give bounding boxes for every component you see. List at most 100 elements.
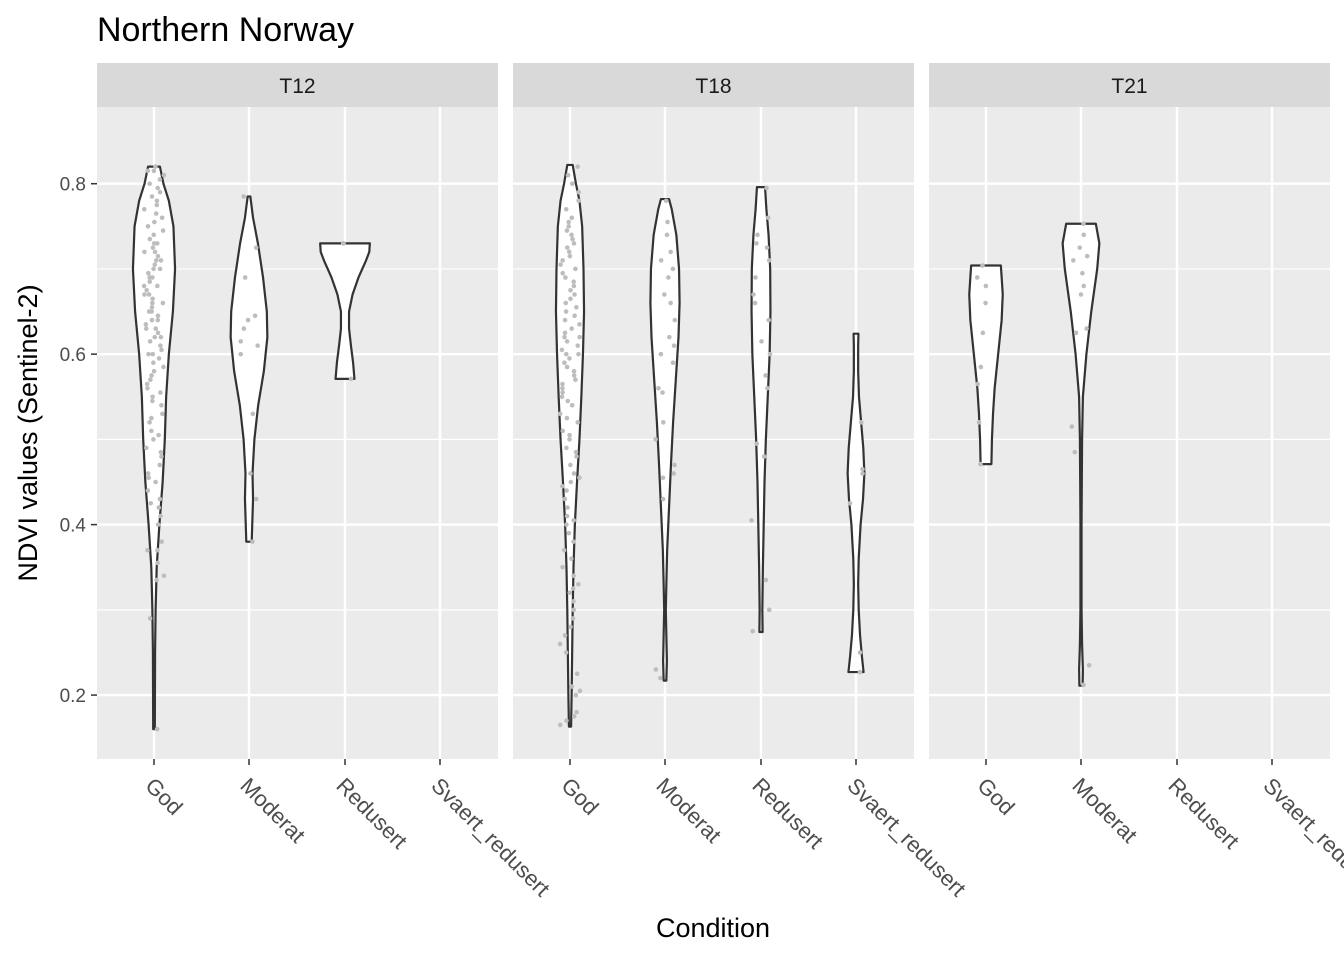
y-axis: 0.2 0.4 0.6 0.8 (60, 175, 97, 707)
data-point (563, 300, 569, 306)
data-point (563, 206, 569, 212)
data-point (250, 411, 256, 417)
violin-god (131, 165, 177, 731)
data-point (857, 669, 863, 675)
data-point (144, 287, 149, 293)
data-point (149, 317, 155, 323)
data-point (751, 292, 756, 297)
data-point (976, 420, 982, 425)
data-point (570, 586, 576, 591)
data-point (157, 189, 163, 195)
data-point (150, 351, 156, 357)
data-point (978, 364, 984, 370)
data-point (660, 496, 666, 502)
data-point (158, 513, 163, 519)
data-point (152, 334, 158, 340)
data-point (157, 266, 163, 272)
data-point (755, 232, 760, 238)
data-point (653, 437, 658, 442)
data-point (571, 518, 576, 523)
data-point (147, 616, 153, 621)
data-point (670, 360, 676, 365)
data-point (572, 313, 577, 319)
data-point (141, 283, 147, 289)
data-point (150, 398, 155, 404)
data-point (564, 513, 570, 519)
data-point (154, 577, 159, 583)
data-point (153, 164, 158, 169)
data-point (571, 279, 576, 285)
y-axis-title: NDVI values (Sentinel-2) (13, 284, 43, 581)
data-point (557, 641, 563, 647)
data-point (759, 339, 764, 344)
data-point (565, 245, 570, 250)
data-point (571, 539, 576, 544)
data-point (560, 385, 565, 391)
data-point (560, 270, 566, 276)
facet-strip-label: T18 (695, 75, 731, 98)
data-point (658, 258, 664, 263)
data-point (152, 219, 157, 225)
data-point (557, 411, 563, 417)
data-point (141, 206, 147, 212)
data-point (661, 420, 666, 425)
data-point (157, 462, 163, 468)
facet-strip (513, 63, 914, 107)
data-point (560, 258, 565, 263)
data-point (1086, 662, 1092, 668)
data-point (1073, 330, 1079, 336)
data-point (766, 607, 772, 613)
data-point (671, 471, 677, 476)
data-point (155, 330, 161, 336)
data-point (155, 313, 161, 319)
data-point (573, 377, 578, 383)
x-tick-label: Svaert_redusert (842, 773, 970, 901)
data-point (562, 317, 568, 323)
data-point (155, 317, 161, 323)
x-tick-label: Moderat (1067, 773, 1142, 848)
data-point (574, 454, 579, 459)
data-point (570, 236, 575, 242)
data-point (573, 692, 579, 698)
data-point (155, 522, 161, 527)
data-point (156, 505, 162, 510)
data-point (569, 403, 575, 408)
data-point (1081, 232, 1087, 238)
data-point (569, 232, 574, 238)
data-point (153, 258, 159, 263)
data-point (765, 385, 770, 391)
data-point (147, 339, 153, 344)
data-point (568, 624, 573, 630)
data-point (672, 317, 678, 323)
data-point (1072, 449, 1078, 455)
data-point (160, 300, 166, 306)
data-point (576, 198, 581, 204)
violin-god (968, 264, 1004, 466)
data-point (157, 177, 163, 182)
data-point (158, 343, 163, 348)
data-point (671, 343, 677, 348)
data-point (574, 671, 580, 677)
data-point (151, 232, 157, 238)
data-point (672, 462, 677, 468)
data-point (149, 309, 154, 314)
facet-strip-label: T12 (279, 75, 315, 98)
data-point (575, 164, 581, 169)
data-point (571, 283, 577, 289)
data-point (348, 376, 354, 382)
data-point (666, 275, 671, 280)
data-point (566, 224, 571, 229)
data-point (146, 475, 151, 481)
data-point (155, 253, 161, 259)
data-point (160, 411, 165, 417)
data-point (143, 322, 149, 327)
data-point (978, 461, 983, 467)
data-point (156, 432, 161, 438)
data-point (564, 364, 570, 370)
data-point (660, 475, 666, 481)
data-point (576, 581, 581, 587)
data-point (660, 390, 665, 395)
data-point (150, 275, 155, 280)
data-point (559, 394, 565, 400)
data-point (151, 368, 157, 374)
